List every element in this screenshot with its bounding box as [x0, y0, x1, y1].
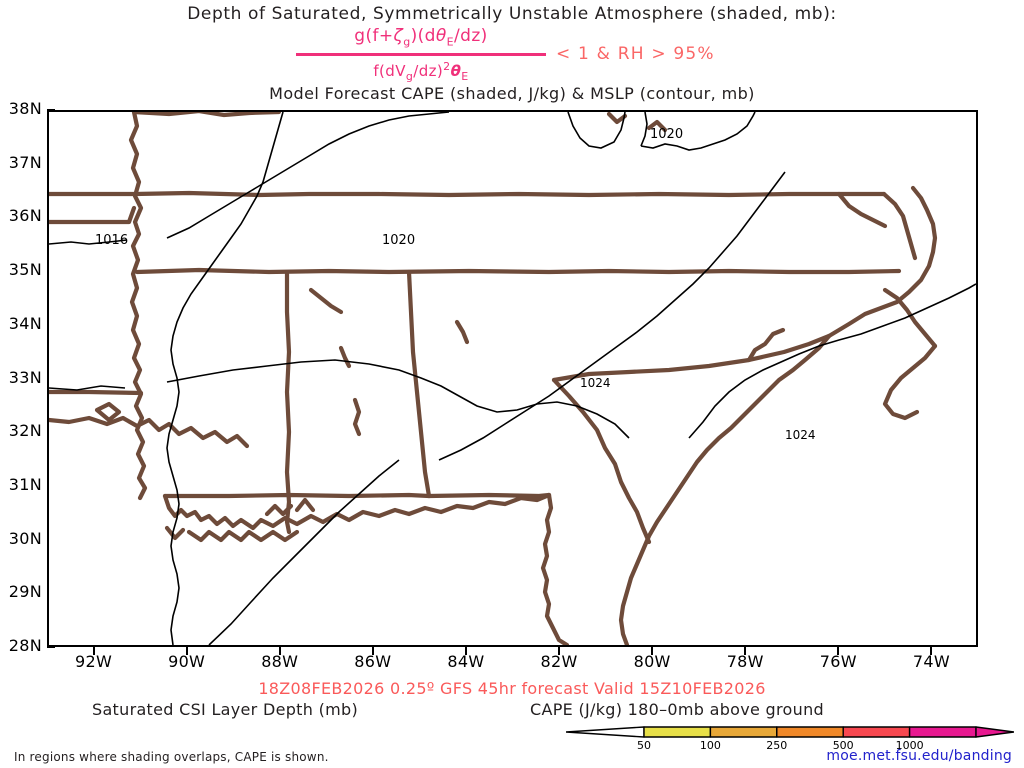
colorbar-band — [776, 726, 844, 738]
formula-divider-rule — [296, 53, 546, 57]
x-tick-mark — [278, 647, 281, 655]
colorbar-tick-label: 1000 — [895, 739, 924, 752]
contour-label-group: 1016 1020 1020 1024 1024 — [95, 127, 816, 442]
x-tick-label: 90W — [168, 652, 206, 671]
colorbar-tick-label: 250 — [766, 739, 788, 752]
y-tick-label: 36N — [8, 206, 42, 226]
x-tick-mark — [371, 647, 374, 655]
contour-label-1024-a: 1024 — [580, 376, 611, 390]
cape-colorbar[interactable] — [566, 722, 1014, 742]
colorbar-band — [709, 726, 778, 738]
y-tick-mark — [47, 646, 55, 648]
colorbar-band — [643, 726, 712, 738]
x-tick-mark — [185, 647, 188, 655]
y-tick-label: 30N — [8, 528, 42, 548]
x-tick-mark — [558, 647, 561, 655]
x-tick-label: 82W — [540, 652, 578, 671]
y-tick-label: 38N — [8, 99, 42, 118]
colorbar-band — [566, 726, 645, 738]
formula-block: g(f+ζg)(dθE/dz) f(dVg/dz)2θE — [296, 26, 546, 86]
colorbar-bands — [566, 726, 1014, 738]
y-tick-label: 37N — [8, 152, 42, 172]
contour-label-1016: 1016 — [95, 233, 128, 248]
colorbar-canvas — [566, 726, 1014, 738]
contour-label-1020-a: 1020 — [382, 233, 415, 248]
x-tick-label: 88W — [261, 652, 299, 671]
colorbar-tick-label: 500 — [832, 739, 854, 752]
page-subtitle: Model Forecast CAPE (shaded, J/kg) & MSL… — [269, 84, 755, 103]
y-tick-label: 33N — [8, 367, 42, 387]
contour-label-1024-b: 1024 — [785, 428, 816, 442]
map-plot-area[interactable]: 1016 1020 1020 1024 1024 — [47, 110, 978, 647]
overlap-note: In regions where shading overlaps, CAPE … — [14, 750, 329, 764]
x-tick-mark — [930, 647, 933, 655]
x-tick-label: 86W — [354, 652, 392, 671]
x-tick-mark — [837, 647, 840, 655]
x-tick-label: 84W — [447, 652, 485, 671]
y-tick-label: 29N — [8, 582, 42, 602]
legend-label-csi-depth: Saturated CSI Layer Depth (mb) — [92, 700, 358, 719]
colorbar-tick-label: 50 — [637, 739, 651, 752]
y-tick-label: 28N — [8, 636, 42, 655]
source-link[interactable]: moe.met.fsu.edu/banding — [826, 748, 1012, 764]
x-tick-label: 80W — [633, 652, 671, 671]
mslp-contours — [49, 112, 976, 645]
x-tick-mark — [92, 647, 95, 655]
map-canvas: 1016 1020 1020 1024 1024 — [49, 112, 976, 645]
x-tick-mark — [651, 647, 654, 655]
colorbar-band — [975, 726, 1014, 738]
legend-label-cape: CAPE (J/kg) 180–0mb above ground — [530, 700, 824, 719]
page-title: Depth of Saturated, Symmetrically Unstab… — [187, 4, 837, 24]
y-tick-label: 34N — [8, 313, 42, 333]
x-tick-mark — [744, 647, 747, 655]
contour-label-1020-b: 1020 — [650, 127, 683, 142]
x-tick-label: 74W — [912, 652, 950, 671]
x-tick-label: 92W — [75, 652, 113, 671]
formula-condition: < 1 & RH > 95% — [556, 44, 715, 64]
forecast-valid-line: 18Z08FEB2026 0.25º GFS 45hr forecast Val… — [258, 679, 766, 698]
x-tick-label: 78W — [726, 652, 764, 671]
x-tick-mark — [464, 647, 467, 655]
formula-denominator: f(dVg/dz)2θE — [373, 60, 469, 84]
y-tick-label: 31N — [8, 474, 42, 494]
y-tick-label: 35N — [8, 260, 42, 280]
colorbar-band — [908, 726, 977, 738]
y-tick-label: 32N — [8, 421, 42, 441]
colorbar-band — [842, 726, 911, 738]
colorbar-tick-label: 100 — [699, 739, 721, 752]
x-tick-label: 76W — [819, 652, 857, 671]
formula-numerator: g(f+ζg)(dθE/dz) — [354, 26, 488, 49]
